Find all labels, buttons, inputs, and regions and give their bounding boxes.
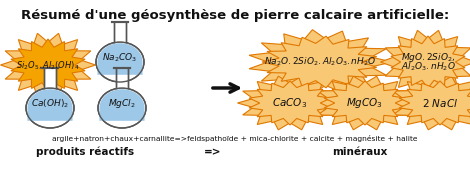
Polygon shape: [100, 89, 145, 121]
Text: $Na_2CO_3$: $Na_2CO_3$: [102, 52, 138, 64]
Text: argile+natron+chaux+carnallite=>feldspathoïde + mica-chlorite + calcite + magnés: argile+natron+chaux+carnallite=>feldspat…: [52, 135, 418, 141]
Polygon shape: [324, 81, 406, 125]
Text: $MgO.2SiO_2,$: $MgO.2SiO_2,$: [401, 50, 455, 64]
Polygon shape: [381, 30, 470, 94]
Ellipse shape: [26, 88, 74, 128]
Polygon shape: [0, 33, 95, 97]
Text: =>: =>: [204, 147, 222, 157]
Bar: [114, 22, 126, 42]
Text: $Si_2O_5,Al_2(OH)_4$: $Si_2O_5,Al_2(OH)_4$: [16, 60, 80, 72]
Polygon shape: [249, 30, 392, 94]
Text: produits réactifs: produits réactifs: [36, 147, 134, 157]
Ellipse shape: [96, 42, 144, 82]
Polygon shape: [11, 39, 85, 91]
Polygon shape: [27, 89, 72, 121]
Polygon shape: [237, 76, 343, 130]
Text: $MgCO_3$: $MgCO_3$: [346, 96, 384, 110]
Polygon shape: [399, 81, 470, 125]
Text: $Na_2O.2SiO_2.Al_2O_3.nH_2O$: $Na_2O.2SiO_2.Al_2O_3.nH_2O$: [264, 56, 376, 68]
Polygon shape: [249, 81, 331, 125]
Bar: [44, 68, 56, 88]
Polygon shape: [313, 76, 417, 130]
Polygon shape: [97, 43, 142, 75]
Text: $2\ NaCl$: $2\ NaCl$: [422, 97, 458, 109]
Text: $Ca(OH)_2$: $Ca(OH)_2$: [31, 98, 69, 110]
Polygon shape: [387, 76, 470, 130]
Text: $MgCl_2$: $MgCl_2$: [108, 97, 136, 110]
Text: $CaCO_3$: $CaCO_3$: [273, 96, 307, 110]
Polygon shape: [391, 36, 465, 88]
Polygon shape: [262, 36, 377, 88]
Ellipse shape: [98, 88, 146, 128]
Text: Résumé d'une géosynthèse de pierre calcaire artificielle:: Résumé d'une géosynthèse de pierre calca…: [21, 9, 449, 22]
Text: minéraux: minéraux: [332, 147, 388, 157]
Text: $Al_2O_3.nH_2O$: $Al_2O_3.nH_2O$: [400, 61, 455, 73]
Bar: [116, 68, 128, 88]
